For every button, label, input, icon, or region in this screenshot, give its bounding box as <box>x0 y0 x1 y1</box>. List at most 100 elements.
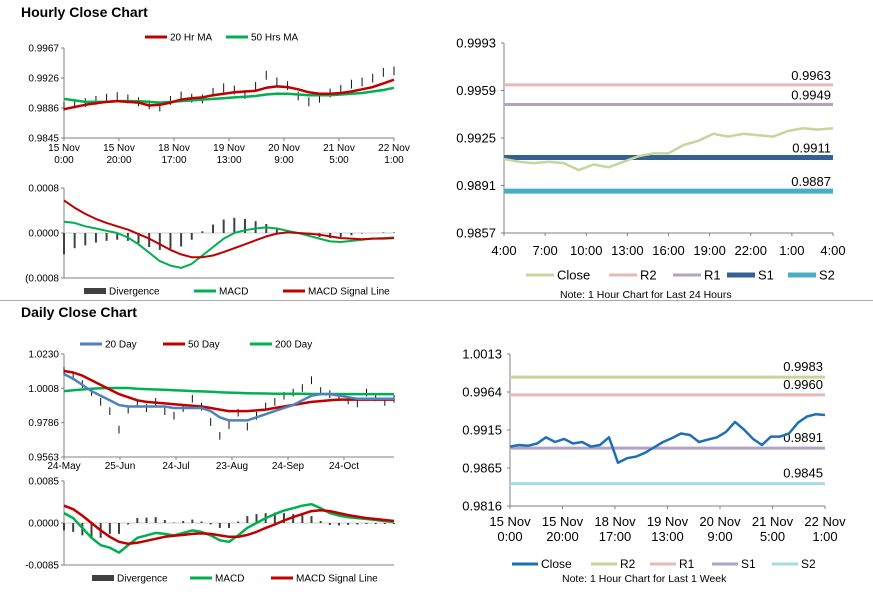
hourly-level-s1-label: 0.9911 <box>792 141 831 156</box>
daily-level-r1-label: 0.9960 <box>783 377 823 392</box>
hourly-price-x-tick-label: 0:00 <box>54 155 74 166</box>
hourly-macd-signal-line <box>63 199 395 259</box>
daily-macd-y-tick-label: -0.0085 <box>25 561 59 572</box>
daily-levels-y-tick-label: 0.9964 <box>462 385 502 400</box>
daily-price-x-tick-label: 25-Jun <box>105 461 136 472</box>
daily-divergence-legend-label: Divergence <box>117 574 168 585</box>
hourly-levels-x-tick-label: 13:00 <box>611 243 644 258</box>
daily-levels-x-tick-label: 13:00 <box>651 529 684 544</box>
hourly-price-x-tick-label: 19 Nov <box>213 143 245 154</box>
hourly-macd-legend-label: MACD <box>219 287 248 298</box>
hourly-section-title: Hourly Close Chart <box>21 4 148 20</box>
daily-levels-x-tick-label: 15 Nov <box>542 514 584 529</box>
hourly-levels-y-tick-label: 0.9857 <box>456 226 496 241</box>
daily-levels-x-tick-label: 1:00 <box>812 529 837 544</box>
daily-levels-close-legend-label: Close <box>541 557 572 571</box>
hourly-level-s2-label: 0.9887 <box>791 174 831 189</box>
hourly-levels-x-tick-label: 22:00 <box>734 243 767 258</box>
hourly-price-x-tick-label: 9:00 <box>274 155 294 166</box>
hourly-20hr-ma-line <box>63 78 395 111</box>
daily-price-x-tick-label: 24-Oct <box>329 461 359 472</box>
hourly-price-x-tick-label: 15 Nov <box>103 143 135 154</box>
daily-level-s2-label: 0.9845 <box>783 466 823 481</box>
daily-price-x-tick-label: 24-Sep <box>272 461 305 472</box>
daily-macd-legend-label: MACD <box>215 574 244 585</box>
hourly-price-x-tick-label: 15 Nov <box>48 143 80 154</box>
hourly-price-x-tick-label: 21 Nov <box>323 143 355 154</box>
daily-200day-line <box>63 386 394 396</box>
daily-20day-legend-label: 20 Day <box>105 340 137 351</box>
daily-levels-note: Note: 1 Hour Chart for Last 1 Week <box>562 573 727 585</box>
hourly-levels-x-tick-label: 4:00 <box>491 243 516 258</box>
daily-level-s1-label: 0.9891 <box>783 430 823 445</box>
daily-levels-y-tick-label: 0.9915 <box>462 423 502 438</box>
hourly-price-x-tick-label: 5:00 <box>329 155 349 166</box>
hourly-levels-r1-legend-label: R1 <box>704 268 721 283</box>
hourly-price-x-tick-label: 17:00 <box>161 155 186 166</box>
daily-price-x-tick-label: 23-Aug <box>216 461 248 472</box>
hourly-levels-x-tick-label: 7:00 <box>532 243 557 258</box>
hourly-price-x-tick-label: 13:00 <box>216 155 241 166</box>
hourly-divergence-legend-swatch <box>84 288 106 294</box>
daily-levels-x-tick-label: 18 Nov <box>594 514 636 529</box>
hourly-price-y-tick-label: 0.9926 <box>28 74 59 85</box>
hourly-levels-y-tick-label: 0.9925 <box>456 131 496 146</box>
daily-50day-legend-label: 50 Day <box>188 340 220 351</box>
daily-levels-x-tick-label: 20 Nov <box>699 514 741 529</box>
daily-levels-x-tick-label: 21 Nov <box>752 514 794 529</box>
section-divider <box>0 300 873 301</box>
daily-levels-x-tick-label: 5:00 <box>760 529 785 544</box>
hourly-macd-y-tick-label: (0.0008 <box>25 274 59 285</box>
hourly-levels-y-tick-label: 0.9959 <box>456 83 496 98</box>
daily-levels-x-tick-label: 15 Nov <box>489 514 531 529</box>
hourly-levels-x-tick-label: 4:00 <box>820 243 845 258</box>
hourly-macd-signal-legend-label: MACD Signal Line <box>308 287 390 298</box>
daily-price-y-tick-label: 0.9563 <box>28 453 59 464</box>
hourly-price-x-tick-label: 20 Nov <box>268 143 300 154</box>
hourly-price-x-tick-label: 18 Nov <box>158 143 190 154</box>
daily-macd-y-tick-label: 0.0085 <box>28 477 59 488</box>
daily-macd-line <box>63 502 395 554</box>
hourly-levels-x-tick-label: 10:00 <box>570 243 603 258</box>
hourly-levels-y-tick-label: 0.9993 <box>456 36 496 51</box>
daily-price-y-tick-label: 0.9786 <box>28 418 59 429</box>
hourly-20hr-ma-legend-label: 20 Hr MA <box>170 33 213 44</box>
daily-price-y-tick-label: 1.0008 <box>28 384 59 395</box>
hourly-50hr-ma-legend-label: 50 Hrs MA <box>251 33 299 44</box>
daily-price-x-tick-label: 24-May <box>47 461 80 472</box>
daily-levels-y-tick-label: 0.9816 <box>462 499 502 514</box>
daily-levels-x-tick-label: 0:00 <box>497 529 522 544</box>
daily-levels-y-tick-label: 0.9865 <box>462 461 502 476</box>
hourly-levels-x-tick-label: 19:00 <box>693 243 726 258</box>
daily-section-title: Daily Close Chart <box>21 304 137 320</box>
hourly-levels-x-tick-label: 1:00 <box>779 243 804 258</box>
daily-levels-r2-legend-label: R2 <box>620 557 636 571</box>
daily-levels-x-tick-label: 22 Nov <box>804 514 846 529</box>
daily-divergence-legend-swatch <box>92 575 114 581</box>
daily-200day-legend-label: 200 Day <box>275 340 312 351</box>
hourly-levels-x-tick-label: 16:00 <box>652 243 685 258</box>
daily-macd-y-tick-label: 0.0000 <box>28 519 59 530</box>
hourly-levels-s2-legend-label: S2 <box>819 268 835 283</box>
daily-price-x-tick-label: 24-Jul <box>162 461 189 472</box>
daily-levels-y-tick-label: 1.0013 <box>462 347 502 362</box>
hourly-price-x-tick-label: 22 Nov <box>378 143 410 154</box>
hourly-macd-line <box>63 220 395 269</box>
daily-macd-signal-line <box>63 504 395 546</box>
hourly-level-r1-label: 0.9949 <box>791 87 831 102</box>
daily-levels-x-tick-label: 19 Nov <box>647 514 689 529</box>
daily-levels-s1-legend-label: S1 <box>741 557 756 571</box>
hourly-price-y-tick-label: 0.9886 <box>28 104 59 115</box>
daily-levels-close-line <box>509 412 826 465</box>
daily-50day-line <box>63 369 394 413</box>
daily-levels-x-tick-label: 17:00 <box>599 529 632 544</box>
hourly-divergence-legend-label: Divergence <box>109 287 160 298</box>
daily-macd-signal-legend-label: MACD Signal Line <box>296 574 378 585</box>
hourly-levels-close-line <box>503 126 834 172</box>
hourly-levels-note: Note: 1 Hour Chart for Last 24 Hours <box>560 289 732 301</box>
daily-levels-x-tick-label: 9:00 <box>707 529 732 544</box>
hourly-levels-r2-legend-label: R2 <box>640 268 657 283</box>
hourly-levels-y-tick-label: 0.9891 <box>456 178 496 193</box>
hourly-price-x-tick-label: 1:00 <box>384 155 404 166</box>
hourly-levels-close-legend-label: Close <box>557 268 590 283</box>
